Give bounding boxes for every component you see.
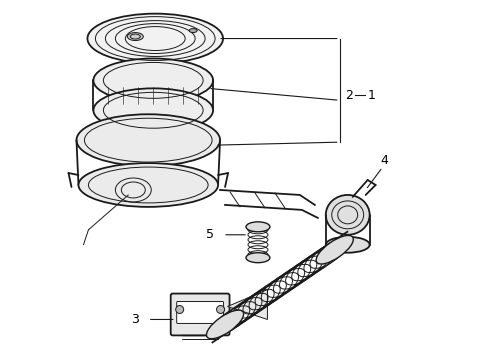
Ellipse shape	[76, 114, 220, 166]
Text: 1: 1	[368, 89, 375, 102]
Text: 5: 5	[206, 228, 214, 241]
Text: 4: 4	[381, 154, 389, 167]
Text: 2: 2	[345, 89, 353, 102]
Ellipse shape	[94, 58, 213, 102]
Ellipse shape	[206, 310, 244, 339]
Ellipse shape	[326, 195, 369, 235]
FancyBboxPatch shape	[171, 293, 229, 336]
Ellipse shape	[94, 88, 213, 132]
Ellipse shape	[326, 237, 369, 253]
Ellipse shape	[127, 32, 143, 41]
Ellipse shape	[246, 253, 270, 263]
Ellipse shape	[316, 235, 353, 264]
Text: 3: 3	[131, 313, 139, 326]
Ellipse shape	[246, 222, 270, 232]
Ellipse shape	[217, 306, 224, 314]
Polygon shape	[227, 289, 268, 319]
Ellipse shape	[87, 14, 223, 63]
Ellipse shape	[176, 306, 184, 314]
Ellipse shape	[189, 28, 197, 32]
Ellipse shape	[78, 163, 218, 207]
FancyBboxPatch shape	[177, 302, 223, 323]
